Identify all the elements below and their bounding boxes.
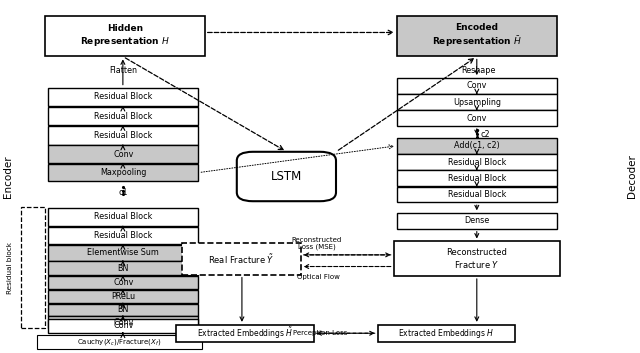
Text: Residual Block: Residual Block: [94, 92, 152, 101]
FancyBboxPatch shape: [48, 319, 198, 333]
FancyBboxPatch shape: [176, 325, 314, 342]
FancyBboxPatch shape: [182, 243, 301, 275]
Text: LSTM: LSTM: [271, 170, 302, 183]
Text: Conv: Conv: [113, 278, 133, 287]
Text: Extracted Embeddings $H$: Extracted Embeddings $H$: [398, 327, 495, 340]
Text: Residual block: Residual block: [6, 241, 13, 294]
Text: Real Fracture $\tilde{Y}$: Real Fracture $\tilde{Y}$: [208, 252, 275, 265]
Text: Upsampling: Upsampling: [453, 97, 501, 107]
FancyBboxPatch shape: [397, 138, 557, 154]
FancyBboxPatch shape: [48, 316, 198, 328]
Text: Cauchy($X_c$)/Fracture($X_f$): Cauchy($X_c$)/Fracture($X_f$): [77, 337, 162, 347]
Text: Add(c1, c2): Add(c1, c2): [454, 141, 500, 150]
FancyBboxPatch shape: [48, 227, 198, 244]
FancyBboxPatch shape: [397, 213, 557, 229]
Text: Elementwise Sum: Elementwise Sum: [87, 248, 159, 257]
FancyBboxPatch shape: [48, 261, 198, 275]
Text: BN: BN: [118, 264, 129, 273]
Text: c2: c2: [480, 130, 490, 139]
FancyBboxPatch shape: [48, 126, 198, 145]
FancyBboxPatch shape: [37, 335, 202, 349]
Text: Perception Loss: Perception Loss: [293, 330, 347, 335]
FancyBboxPatch shape: [45, 16, 205, 56]
FancyBboxPatch shape: [397, 154, 557, 170]
Text: Reshape: Reshape: [461, 66, 496, 75]
Text: Conv: Conv: [113, 321, 133, 330]
FancyBboxPatch shape: [48, 145, 198, 163]
Text: Residual Block: Residual Block: [447, 190, 506, 199]
Text: Reconstructed
Fracture $Y$: Reconstructed Fracture $Y$: [446, 248, 508, 270]
Text: PReLu: PReLu: [111, 292, 135, 301]
Text: Hidden
Representation $H$: Hidden Representation $H$: [80, 24, 170, 48]
Text: Encoder: Encoder: [3, 155, 13, 198]
Text: Encoded
Representation $\bar{H}$: Encoded Representation $\bar{H}$: [432, 23, 522, 49]
Text: BN: BN: [118, 305, 129, 314]
FancyBboxPatch shape: [48, 208, 198, 226]
Text: Reconstructed
Loss (MSE): Reconstructed Loss (MSE): [292, 237, 342, 250]
Text: Conv: Conv: [113, 318, 133, 327]
Text: Residual Block: Residual Block: [94, 112, 152, 121]
Text: Conv: Conv: [467, 114, 487, 123]
Text: Decoder: Decoder: [627, 155, 637, 198]
FancyBboxPatch shape: [397, 94, 557, 110]
Text: Residual Block: Residual Block: [94, 131, 152, 140]
FancyBboxPatch shape: [48, 245, 198, 261]
Text: Extracted Embeddings $\tilde{H}$: Extracted Embeddings $\tilde{H}$: [196, 325, 293, 341]
FancyBboxPatch shape: [48, 88, 198, 106]
FancyBboxPatch shape: [397, 78, 557, 94]
Text: Residual Block: Residual Block: [94, 231, 152, 240]
FancyBboxPatch shape: [48, 304, 198, 316]
Text: Dense: Dense: [464, 216, 490, 226]
FancyBboxPatch shape: [397, 110, 557, 126]
Text: c1: c1: [118, 188, 127, 197]
Text: Flatten: Flatten: [109, 66, 137, 75]
Text: Optical Flow: Optical Flow: [297, 274, 339, 280]
FancyBboxPatch shape: [48, 290, 198, 303]
FancyBboxPatch shape: [394, 241, 560, 276]
FancyBboxPatch shape: [48, 107, 198, 125]
Text: Maxpooling: Maxpooling: [100, 168, 147, 177]
Text: Residual Block: Residual Block: [94, 212, 152, 221]
Text: Residual Block: Residual Block: [447, 157, 506, 167]
FancyBboxPatch shape: [48, 164, 198, 181]
Text: Residual Block: Residual Block: [447, 174, 506, 183]
FancyBboxPatch shape: [397, 16, 557, 56]
FancyBboxPatch shape: [237, 152, 336, 201]
FancyBboxPatch shape: [48, 276, 198, 289]
Text: Conv: Conv: [467, 81, 487, 90]
Text: Conv: Conv: [113, 150, 133, 159]
FancyBboxPatch shape: [397, 170, 557, 186]
FancyBboxPatch shape: [397, 187, 557, 202]
FancyBboxPatch shape: [378, 325, 515, 342]
